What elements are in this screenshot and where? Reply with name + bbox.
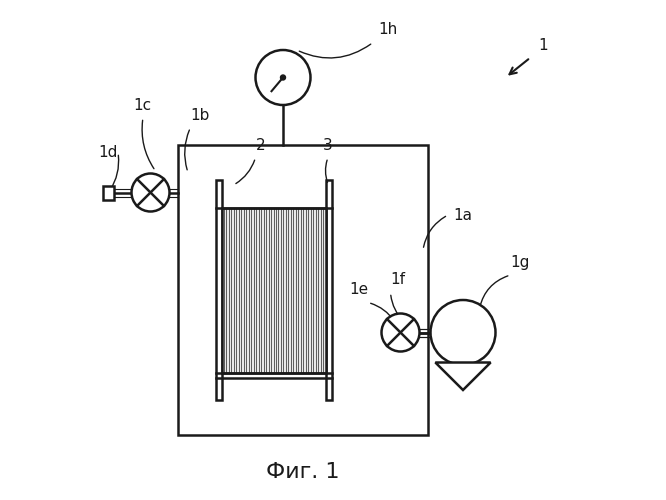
Bar xyxy=(178,145,428,435)
Circle shape xyxy=(382,314,420,352)
Bar xyxy=(222,208,326,372)
Circle shape xyxy=(430,300,496,365)
Text: 1a: 1a xyxy=(453,208,472,222)
Text: 2: 2 xyxy=(256,138,265,152)
Text: Фиг. 1: Фиг. 1 xyxy=(266,462,340,482)
Bar xyxy=(222,208,326,372)
Polygon shape xyxy=(436,362,491,390)
Text: 1b: 1b xyxy=(190,108,210,122)
Text: 1e: 1e xyxy=(349,282,368,298)
Circle shape xyxy=(256,50,310,105)
Text: 1: 1 xyxy=(538,38,547,52)
Text: 3: 3 xyxy=(323,138,333,152)
Text: 1g: 1g xyxy=(511,255,530,270)
Circle shape xyxy=(131,174,170,212)
Bar xyxy=(326,180,332,400)
Text: 1d: 1d xyxy=(98,145,117,160)
Bar xyxy=(216,180,222,400)
Text: 1f: 1f xyxy=(390,272,406,287)
Text: 1c: 1c xyxy=(133,98,151,112)
Circle shape xyxy=(280,75,286,80)
Text: 1h: 1h xyxy=(378,22,397,38)
Bar xyxy=(103,186,114,200)
